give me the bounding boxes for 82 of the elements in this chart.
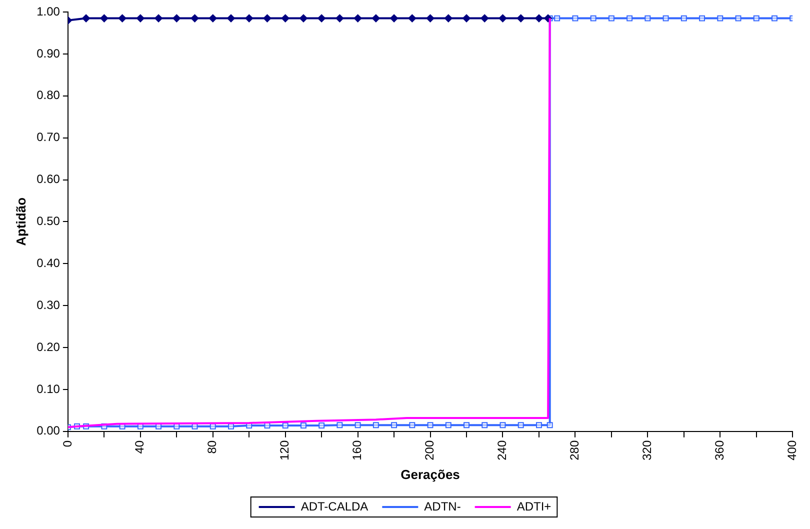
x-tick-label: 80 — [205, 440, 220, 454]
point — [336, 14, 344, 22]
point — [409, 422, 416, 428]
point — [644, 15, 651, 22]
point — [753, 15, 760, 22]
point — [318, 14, 326, 22]
y-tick-label: 0.10 — [36, 382, 60, 396]
point — [281, 14, 290, 22]
point — [354, 422, 361, 428]
point — [318, 422, 325, 428]
point — [626, 15, 633, 22]
x-tick-label: 320 — [640, 440, 654, 460]
point — [372, 422, 379, 428]
y-axis-title: Aptidão — [13, 197, 28, 246]
point — [500, 422, 506, 428]
point — [245, 14, 254, 22]
x-tick-label: 240 — [495, 440, 510, 460]
point — [735, 15, 742, 22]
point — [136, 14, 144, 22]
point — [662, 15, 669, 22]
point — [444, 14, 452, 22]
x-tick-label: 200 — [422, 440, 437, 460]
point — [208, 14, 217, 22]
y-tick-label: 0.90 — [36, 46, 60, 60]
point — [263, 14, 272, 22]
point — [462, 14, 471, 22]
y-tick-label: 0.30 — [36, 298, 60, 312]
point — [282, 422, 288, 428]
point — [118, 14, 126, 22]
point — [464, 422, 470, 428]
y-tick-label: 0.50 — [36, 214, 60, 228]
point — [445, 422, 452, 428]
y-tick-label: 0.00 — [36, 424, 60, 438]
point — [354, 14, 362, 22]
x-axis-title: Gerações — [400, 466, 460, 482]
point — [100, 14, 108, 22]
x-tick-label: 120 — [278, 440, 292, 460]
x-tick-label: 360 — [712, 440, 726, 460]
point — [680, 15, 687, 22]
point — [480, 14, 489, 22]
y-tick-label: 0.80 — [36, 88, 60, 102]
point — [299, 14, 308, 22]
point — [534, 14, 543, 22]
point — [482, 422, 488, 428]
point — [426, 14, 434, 22]
point — [518, 422, 524, 428]
point — [554, 15, 560, 22]
x-tick-label: 280 — [568, 440, 582, 460]
point — [572, 15, 578, 22]
point — [336, 422, 343, 428]
point — [154, 14, 163, 22]
point — [408, 14, 416, 22]
x-tick-label: 160 — [350, 440, 364, 460]
point — [300, 422, 306, 428]
point — [190, 14, 199, 22]
point — [717, 15, 724, 22]
point — [372, 14, 380, 22]
point — [699, 15, 705, 22]
x-tick-label: 40 — [132, 440, 147, 454]
y-tick-label: 0.70 — [36, 130, 60, 144]
point — [82, 14, 90, 22]
point — [516, 14, 525, 22]
point — [546, 422, 553, 428]
y-tick-label: 0.40 — [36, 256, 60, 270]
y-tick-label: 0.60 — [36, 172, 60, 186]
point — [498, 14, 507, 22]
point — [536, 422, 542, 428]
point — [390, 14, 398, 22]
y-tick-label: 1.00 — [36, 4, 60, 18]
x-tick-label: 400 — [784, 440, 799, 460]
legend-label: ADTN- — [424, 499, 461, 514]
x-tick-label: 0 — [60, 440, 74, 448]
point — [427, 422, 434, 428]
point — [391, 422, 398, 428]
point — [172, 14, 181, 22]
point — [227, 14, 235, 22]
point — [608, 15, 614, 22]
legend-label: ADT-CALDA — [300, 499, 368, 514]
y-tick-label: 0.20 — [36, 340, 60, 354]
point — [772, 15, 778, 22]
point — [590, 15, 596, 22]
legend-label: ADTI+ — [516, 499, 552, 514]
